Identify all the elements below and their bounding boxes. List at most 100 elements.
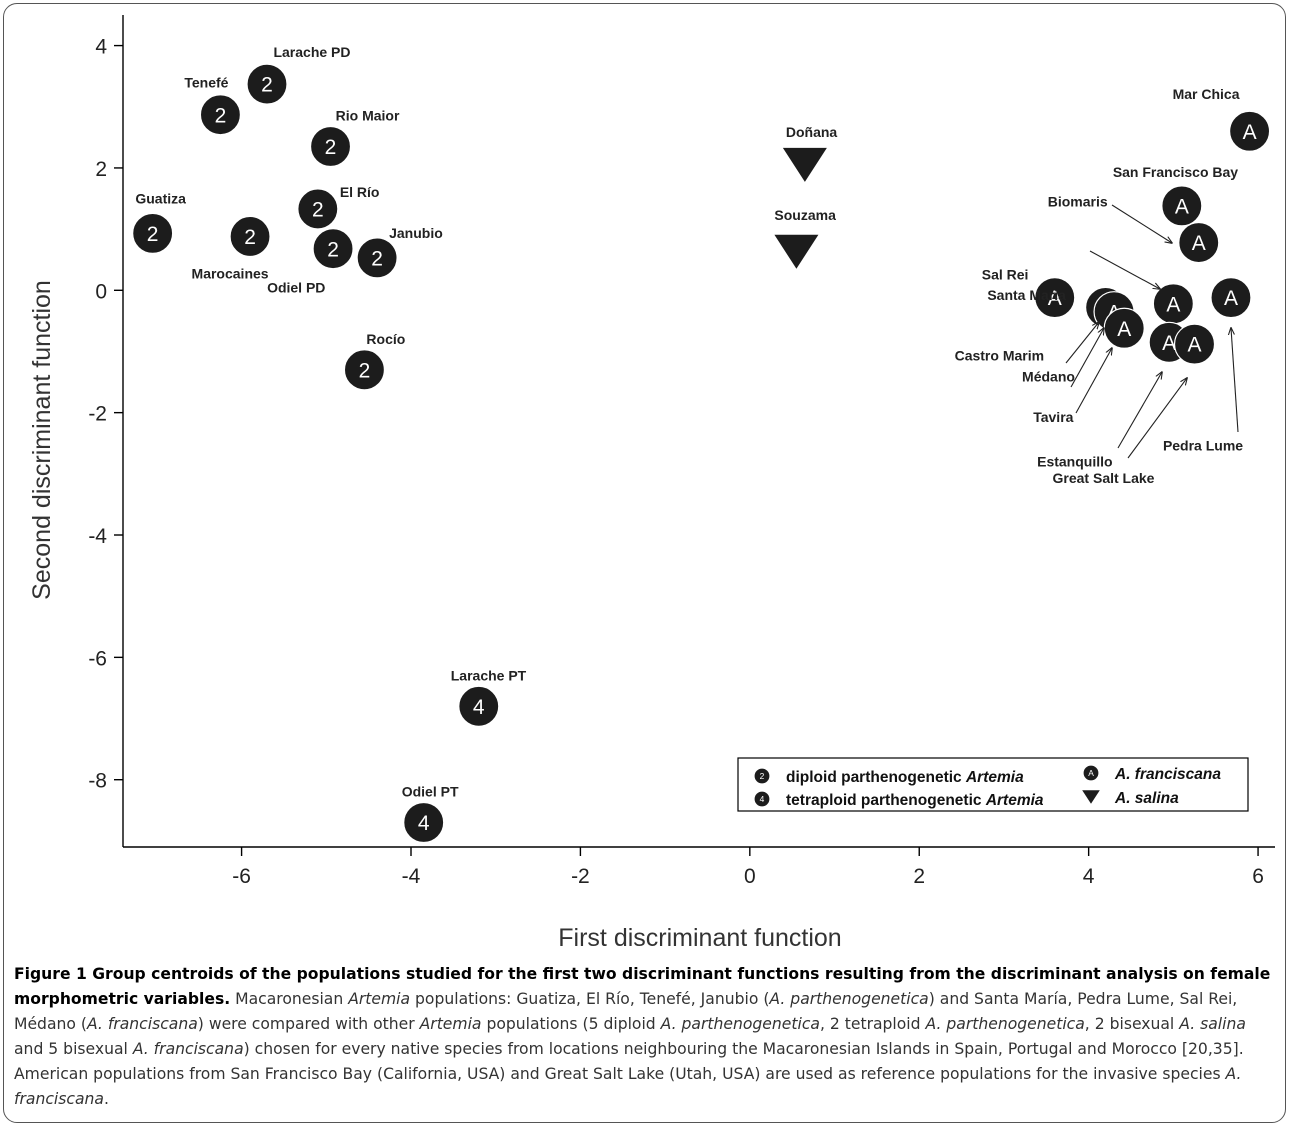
y-tick-label: 4 xyxy=(95,36,107,59)
marker-symbol-text: 4 xyxy=(473,696,485,719)
marker-sal-rei: A xyxy=(1034,277,1076,319)
x-tick-label: -6 xyxy=(232,865,251,888)
x-axis-label: First discriminant function xyxy=(558,924,841,952)
figure-caption: Figure 1 Group centroids of the populati… xyxy=(14,962,1276,1112)
circle-marker-shape xyxy=(297,188,339,230)
label-estanquillo: Estanquillo xyxy=(1037,453,1112,469)
marker-pedra-lume: A xyxy=(1210,277,1252,319)
marker-rocio: 2 xyxy=(343,349,386,391)
circle-marker-shape xyxy=(132,212,174,254)
leader-arrow xyxy=(1117,372,1162,449)
y-tick-label: -2 xyxy=(88,403,107,426)
label-great-salt-lake: Great Salt Lake xyxy=(1053,470,1155,486)
marker-great-salt-lake: A xyxy=(1173,323,1216,365)
marker-tenefe: 2 xyxy=(199,94,242,136)
marker-symbol-text: A xyxy=(1192,232,1206,255)
leader-arrow xyxy=(1075,348,1112,414)
marker-symbol-text: 2 xyxy=(371,247,383,270)
x-tick-label: 0 xyxy=(744,865,756,888)
plot-axes: -6 -4 -2 0 2 4 6 4 2 0 -2 -4 -6 -8 xyxy=(88,15,1275,888)
label-tenefe: Tenefé xyxy=(184,75,228,91)
marker-mar-chica: A xyxy=(1228,110,1271,152)
marker-rio-maior: 2 xyxy=(309,125,352,168)
label-rio-maior: Rio Maior xyxy=(336,108,400,124)
marker-symbol-text: 2 xyxy=(215,104,227,127)
marker-odiel-pt: 4 xyxy=(403,801,445,844)
x-tick-label: 2 xyxy=(913,865,925,888)
circle-marker-shape xyxy=(246,63,288,105)
marker-symbol-text: A xyxy=(1224,287,1238,310)
legend-symbol-A: A xyxy=(1082,764,1100,782)
marker-symbol-text: A xyxy=(1048,287,1062,310)
triangle-marker-shape xyxy=(1082,790,1100,804)
marker-symbol-text: A xyxy=(1117,318,1131,341)
legend-box xyxy=(737,757,1249,812)
leader-arrow xyxy=(1070,328,1104,388)
circle-marker-shape xyxy=(343,349,386,391)
leader-arrow xyxy=(1089,250,1160,289)
circle-marker-shape xyxy=(1034,277,1076,319)
label-donana: Doñana xyxy=(786,124,838,140)
marker-symbol-text: A xyxy=(1243,121,1257,144)
marker-guatiza: 2 xyxy=(132,212,174,254)
marker-larache-pd: 2 xyxy=(246,63,288,105)
legend-symbol-triangle xyxy=(1082,790,1100,804)
circle-marker-shape xyxy=(309,125,352,168)
label-castro-marim: Castro Marim xyxy=(955,347,1044,363)
circle-marker-shape xyxy=(312,228,354,270)
label-tavira: Tavira xyxy=(1033,409,1073,425)
y-axis-label: Second discriminant function xyxy=(28,280,56,600)
plot-markers: 22222222244AAAAAAAAAAA xyxy=(132,63,1271,844)
legend-label: tetraploid parthenogenetic Artemia xyxy=(786,792,1044,809)
circle-marker-shape xyxy=(753,790,771,808)
marker-symbol-text: A xyxy=(1188,334,1202,357)
marker-marocaines: 2 xyxy=(229,215,271,258)
marker-tavira: A xyxy=(1103,307,1145,349)
label-biomaris: Biomaris xyxy=(1048,194,1108,210)
x-tick-label: 6 xyxy=(1252,865,1264,888)
y-tick-label: 2 xyxy=(95,158,107,181)
y-tick-label: -4 xyxy=(88,525,107,548)
circle-marker-shape xyxy=(1210,277,1252,319)
legend-symbol-4: 4 xyxy=(753,790,771,808)
label-rocio: Rocío xyxy=(366,331,405,347)
leader-arrow xyxy=(1065,322,1099,364)
marker-biomaris: A xyxy=(1178,221,1220,264)
marker-janubio: 2 xyxy=(356,237,398,279)
marker-symbol-text: 2 xyxy=(760,771,765,781)
circle-marker-shape xyxy=(1178,221,1220,264)
marker-symbol-text: 2 xyxy=(325,136,337,159)
marker-symbol-text: A xyxy=(1166,293,1180,316)
triangle-marker-shape xyxy=(774,234,819,269)
marker-symbol-text: 2 xyxy=(147,223,159,246)
label-mar-chica: Mar Chica xyxy=(1173,86,1240,102)
point-labels: Guatiza Marocaines Tenefé Larache PD Rio Mai… xyxy=(135,44,1243,799)
x-tick-label: -2 xyxy=(571,865,590,888)
circle-marker-shape xyxy=(403,801,445,844)
caption-lead: Figure 1 Group centroids of the populati… xyxy=(14,965,1271,1008)
marker-el-rio: 2 xyxy=(297,188,339,230)
leader-arrow xyxy=(1127,378,1187,459)
marker-symbol-text: A xyxy=(1162,332,1176,355)
legend-label: A. franciscana xyxy=(1114,766,1221,783)
circle-marker-shape xyxy=(199,94,242,136)
legend-label: A. salina xyxy=(1114,790,1179,807)
figure-frame xyxy=(3,3,1286,1123)
marker-larache-pt: 4 xyxy=(458,685,500,727)
marker-symbol-text: 4 xyxy=(418,812,430,835)
circle-marker-shape xyxy=(1082,764,1100,782)
triangle-marker-shape xyxy=(782,147,827,182)
marker-souzama xyxy=(774,234,819,269)
marker-symbol-text: 2 xyxy=(327,238,339,261)
legend: 2 diploid parthenogenetic Artemia 4 tetrapl… xyxy=(737,757,1249,812)
label-odiel-pd: Odiel PD xyxy=(267,280,325,296)
marker-symbol-text: 2 xyxy=(359,359,371,382)
leader-arrow xyxy=(1111,204,1172,243)
circle-marker-shape xyxy=(1161,185,1203,227)
marker-symbol-text: A xyxy=(1088,768,1094,778)
legend-symbol-2: 2 xyxy=(753,767,771,785)
label-larache-pt: Larache PT xyxy=(451,667,527,683)
circle-marker-shape xyxy=(1228,110,1271,152)
circle-marker-shape xyxy=(356,237,398,279)
